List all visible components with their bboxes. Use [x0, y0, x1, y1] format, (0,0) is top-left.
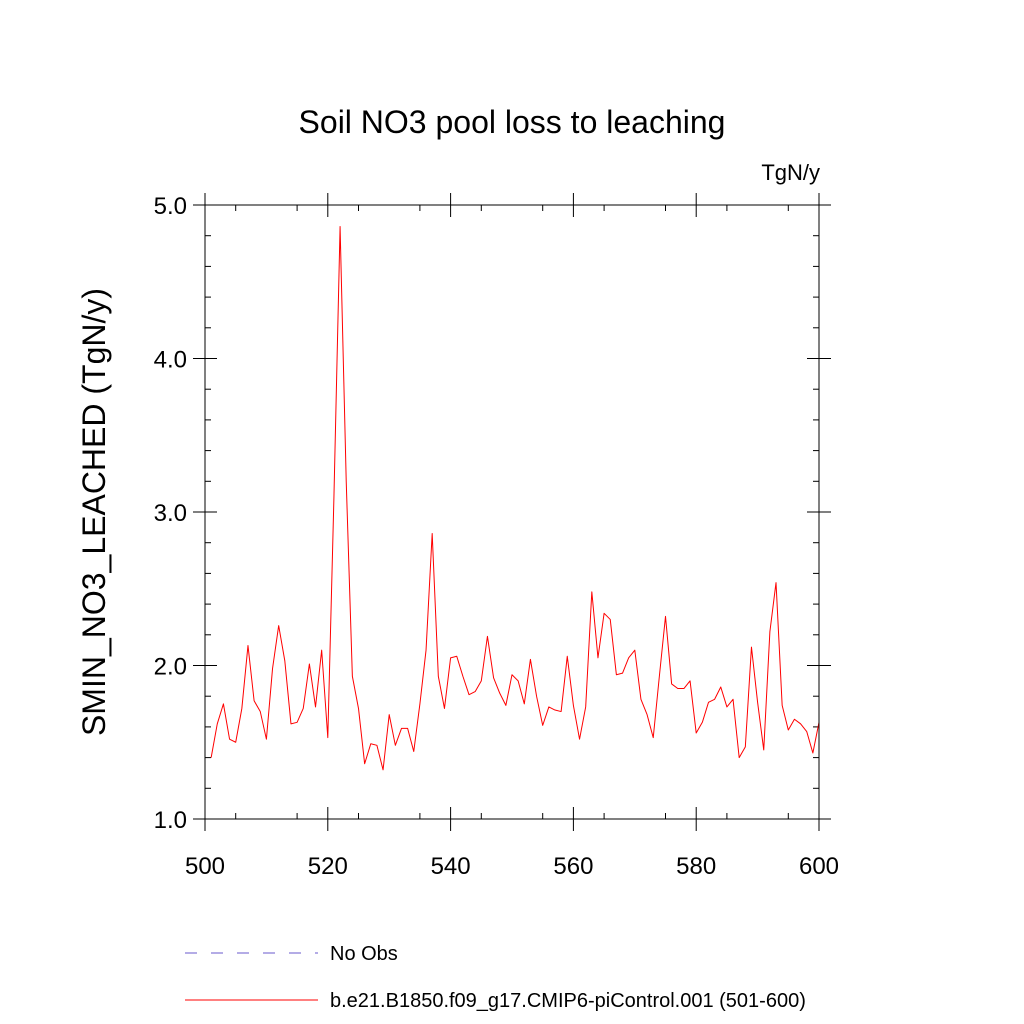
y-tick-label: 3.0: [154, 500, 187, 527]
legend-label-no-obs: No Obs: [330, 943, 398, 965]
y-tick-label: 4.0: [154, 347, 187, 374]
plot-frame: [204, 204, 820, 820]
y-tick-label: 5.0: [154, 193, 187, 220]
axis-tick-labels: 500 520 540 560 580 600 1.0 2.0 3.0 4.0 5.0: [154, 193, 839, 880]
y-tick-label: 1.0: [154, 807, 187, 834]
series-line: [210, 225, 820, 771]
axis-ticks: [193, 193, 831, 831]
chart-title: Soil NO3 pool loss to leaching: [299, 104, 726, 140]
y-tick-label: 2.0: [154, 654, 187, 681]
y-axis-label: SMIN_NO3_LEACHED (TgN/y): [76, 288, 112, 736]
x-tick-label: 520: [308, 853, 348, 880]
x-tick-label: 540: [431, 853, 471, 880]
x-tick-label: 600: [799, 853, 839, 880]
x-tick-label: 500: [185, 853, 225, 880]
x-tick-label: 580: [676, 853, 716, 880]
x-tick-label: 560: [553, 853, 593, 880]
units-label: TgN/y: [761, 160, 820, 185]
legend-label-model: b.e21.B1850.f09_g17.CMIP6-piControl.001 …: [330, 990, 806, 1012]
legend: No Obs b.e21.B1850.f09_g17.CMIP6-piContr…: [185, 943, 806, 1012]
